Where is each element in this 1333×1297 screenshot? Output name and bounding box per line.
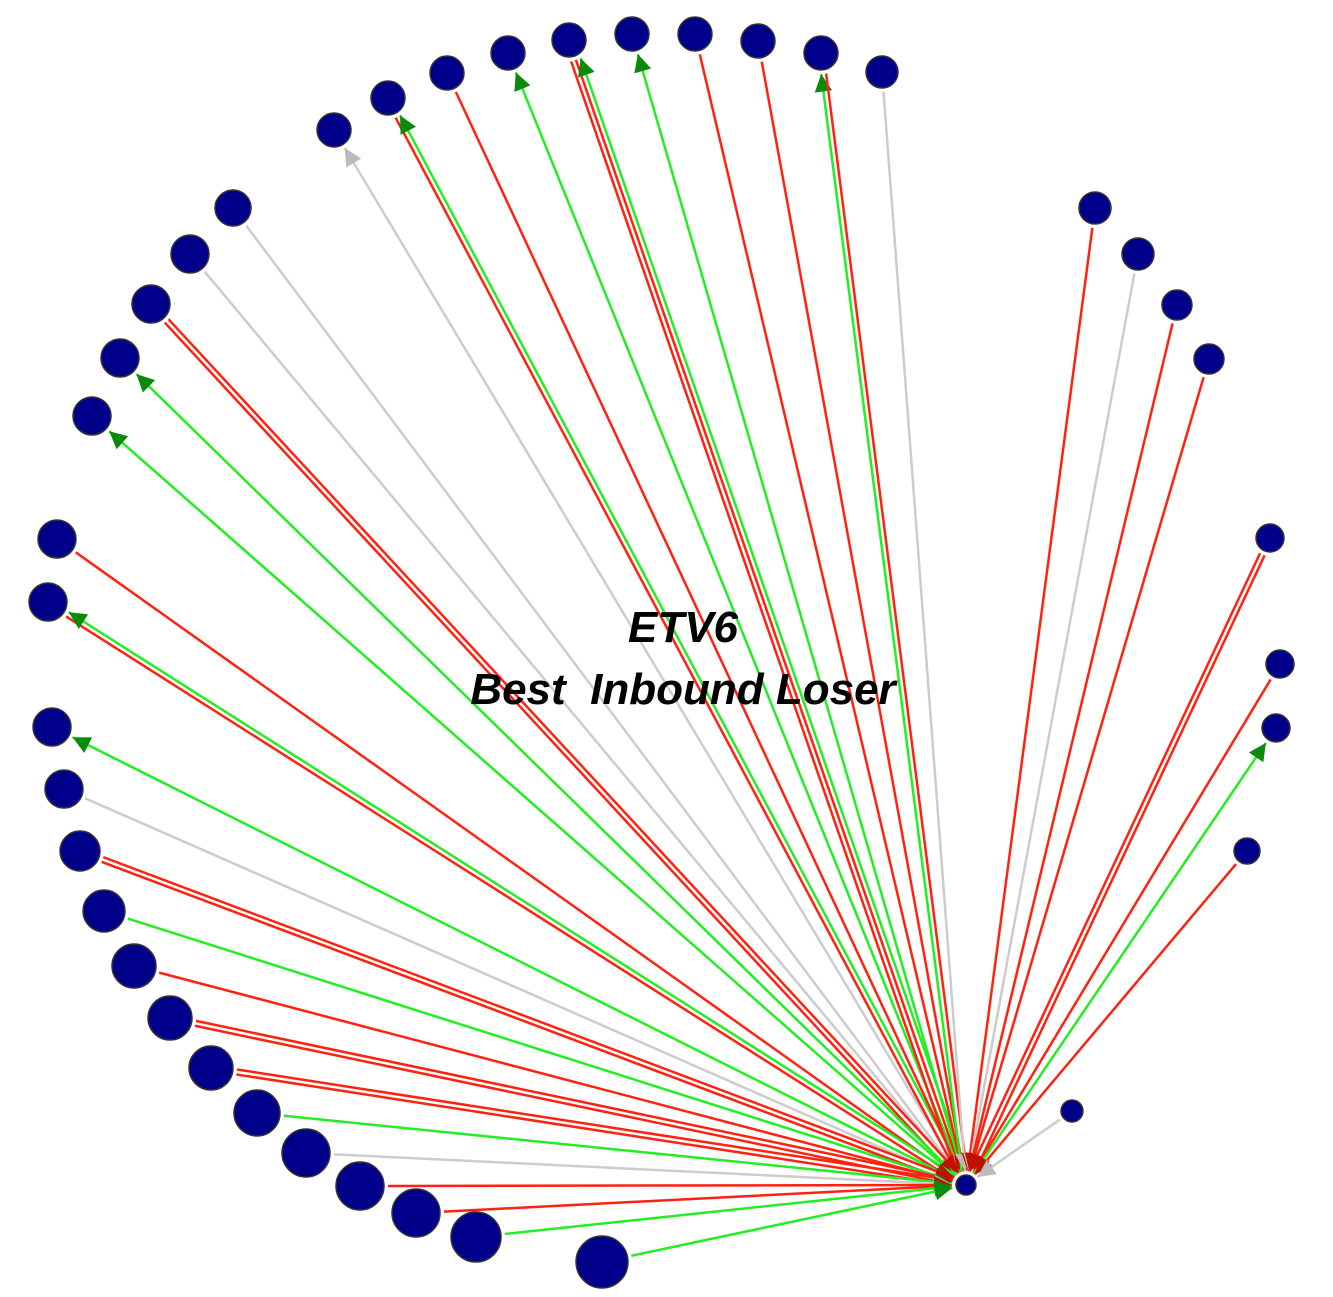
edge <box>65 615 954 1181</box>
edge <box>75 551 956 1178</box>
edge <box>443 1177 953 1213</box>
node <box>1265 649 1295 679</box>
node <box>37 519 77 559</box>
edge <box>814 73 963 1172</box>
node <box>740 23 776 59</box>
edge <box>343 147 960 1174</box>
hub-node <box>955 1174 977 1196</box>
edge <box>698 54 968 1172</box>
edge <box>574 59 964 1173</box>
node <box>316 112 352 148</box>
edge <box>245 224 959 1175</box>
node <box>188 1045 234 1091</box>
edge <box>163 321 956 1178</box>
node <box>490 35 526 71</box>
edge <box>68 611 957 1177</box>
edge <box>195 1019 954 1185</box>
node <box>370 80 406 116</box>
edge <box>882 91 973 1172</box>
edge <box>973 554 1266 1174</box>
edge <box>569 61 960 1174</box>
node <box>1193 343 1225 375</box>
edge <box>634 53 964 1172</box>
node <box>429 55 465 91</box>
node <box>32 707 72 747</box>
edge <box>108 430 957 1177</box>
edge <box>127 917 954 1184</box>
node <box>551 22 587 58</box>
edge <box>84 797 954 1181</box>
edge <box>454 91 962 1173</box>
edge <box>963 273 1136 1172</box>
edge <box>203 270 958 1176</box>
node <box>1233 837 1261 865</box>
edge <box>824 73 974 1171</box>
edge <box>387 1176 953 1194</box>
node <box>28 582 68 622</box>
edge <box>504 1179 953 1236</box>
edge <box>283 1114 953 1191</box>
node <box>281 1128 331 1178</box>
node <box>803 35 839 71</box>
node <box>614 16 650 52</box>
node <box>335 1161 385 1211</box>
edge <box>394 117 959 1175</box>
edges <box>65 53 1272 1258</box>
edge <box>135 373 957 1177</box>
edge <box>972 678 1272 1174</box>
node <box>865 55 899 89</box>
edge <box>514 71 962 1173</box>
edge <box>972 742 1267 1175</box>
edge <box>968 552 1262 1172</box>
edge <box>966 376 1205 1172</box>
node <box>1121 237 1155 271</box>
edge <box>974 863 1238 1176</box>
edge <box>631 1182 953 1258</box>
edge <box>102 855 955 1180</box>
title-line-2: Best Inbound Loser <box>470 665 898 714</box>
edge <box>398 114 963 1173</box>
node <box>100 338 140 378</box>
node <box>214 189 252 227</box>
node <box>147 995 193 1041</box>
node <box>1060 1099 1084 1123</box>
node <box>82 889 126 933</box>
node <box>44 769 84 809</box>
edge <box>72 736 955 1180</box>
node <box>1161 289 1193 321</box>
edge <box>167 318 960 1174</box>
edge <box>101 860 953 1185</box>
edge <box>760 61 969 1172</box>
node <box>170 234 210 274</box>
node <box>450 1211 502 1263</box>
edge <box>236 1073 952 1192</box>
node <box>233 1089 281 1137</box>
title-line-1: ETV6 <box>628 603 739 652</box>
edge <box>236 1068 953 1187</box>
node <box>677 16 713 52</box>
node <box>391 1188 441 1238</box>
edge <box>333 1153 953 1193</box>
node <box>1255 523 1285 553</box>
edge <box>964 323 1174 1172</box>
node <box>1078 191 1112 225</box>
node <box>72 396 112 436</box>
edge <box>158 971 953 1186</box>
node <box>131 284 171 324</box>
node <box>111 943 157 989</box>
edge <box>194 1024 953 1190</box>
nodes <box>28 16 1295 1289</box>
node <box>1261 713 1291 743</box>
edge <box>578 57 968 1171</box>
edge <box>961 227 1094 1172</box>
node <box>59 830 101 872</box>
node <box>575 1235 629 1289</box>
edge <box>976 1118 1061 1179</box>
